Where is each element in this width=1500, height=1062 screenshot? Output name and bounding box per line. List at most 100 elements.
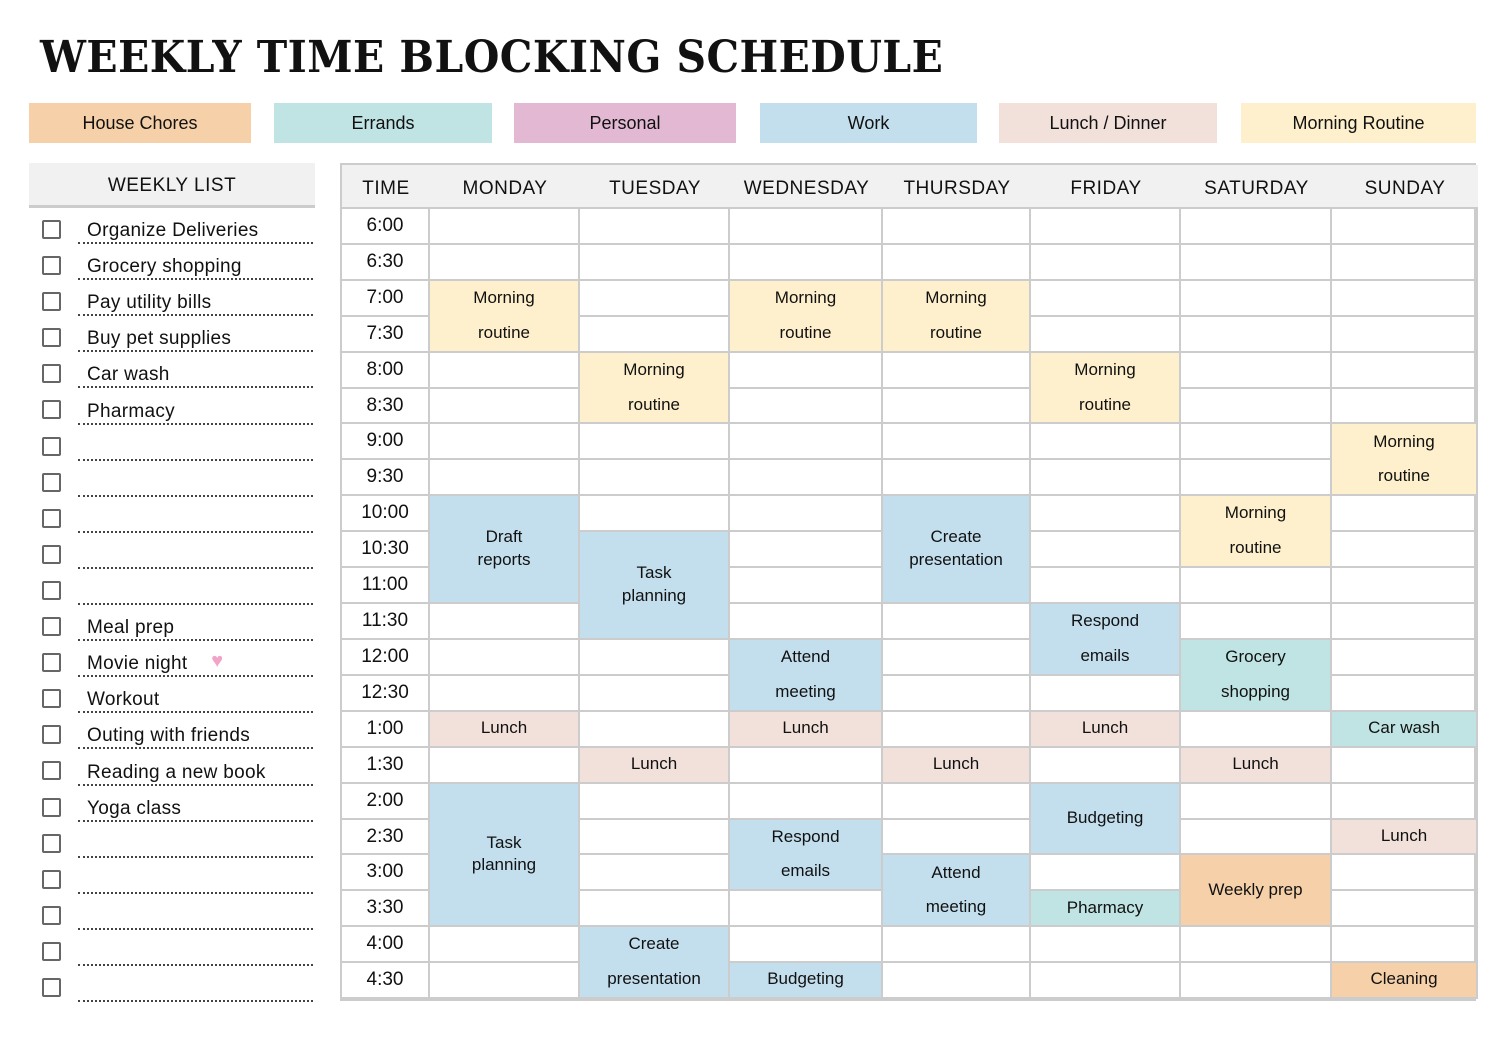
checkbox[interactable]	[42, 472, 61, 492]
schedule-cell[interactable]	[1181, 604, 1332, 640]
schedule-cell[interactable]	[1181, 568, 1332, 605]
schedule-cell[interactable]	[430, 352, 580, 389]
checkbox[interactable]	[42, 220, 61, 239]
schedule-cell[interactable]	[580, 891, 730, 928]
schedule-cell[interactable]	[1181, 352, 1332, 389]
schedule-cell[interactable]	[1332, 244, 1478, 281]
schedule-cell[interactable]	[883, 244, 1031, 281]
list-item-text[interactable]: Reading a new book	[87, 761, 266, 783]
schedule-cell[interactable]	[730, 747, 883, 784]
schedule-cell[interactable]	[883, 962, 1031, 999]
schedule-cell[interactable]	[1332, 927, 1478, 963]
schedule-cell[interactable]	[1332, 209, 1478, 245]
event-block[interactable]: Pharmacy	[1031, 891, 1181, 928]
schedule-cell[interactable]	[730, 244, 883, 281]
schedule-cell[interactable]	[883, 604, 1031, 640]
schedule-cell[interactable]	[730, 568, 883, 605]
checkbox[interactable]	[42, 436, 61, 456]
event-block[interactable]: Create presentation	[580, 927, 730, 999]
schedule-cell[interactable]	[883, 352, 1031, 389]
list-item-text[interactable]: Pharmacy	[87, 400, 175, 422]
schedule-cell[interactable]	[580, 639, 730, 676]
schedule-cell[interactable]	[430, 424, 580, 461]
schedule-cell[interactable]	[730, 604, 883, 640]
checkbox[interactable]	[42, 328, 61, 348]
schedule-cell[interactable]	[1332, 532, 1478, 569]
schedule-cell[interactable]	[730, 496, 883, 533]
schedule-cell[interactable]	[883, 819, 1031, 856]
checkbox[interactable]	[42, 905, 61, 925]
schedule-cell[interactable]	[730, 388, 883, 425]
event-block[interactable]: Lunch	[883, 747, 1031, 784]
schedule-cell[interactable]	[730, 460, 883, 497]
schedule-cell[interactable]	[1031, 568, 1181, 605]
checkbox[interactable]	[42, 833, 61, 853]
schedule-cell[interactable]	[883, 460, 1031, 497]
schedule-cell[interactable]	[883, 209, 1031, 245]
schedule-cell[interactable]	[1181, 316, 1332, 353]
schedule-cell[interactable]	[1332, 783, 1478, 820]
schedule-cell[interactable]	[1181, 424, 1332, 461]
checkbox[interactable]	[42, 869, 61, 889]
event-block[interactable]: Draft reports	[430, 496, 580, 605]
event-block[interactable]: Budgeting	[730, 962, 883, 999]
event-block[interactable]: Morning routine	[883, 280, 1031, 353]
event-block[interactable]: Morning routine	[1332, 424, 1478, 497]
schedule-cell[interactable]	[1332, 568, 1478, 605]
schedule-cell[interactable]	[1181, 280, 1332, 317]
event-block[interactable]: Morning routine	[730, 280, 883, 353]
event-block[interactable]: Budgeting	[1031, 783, 1181, 856]
schedule-cell[interactable]	[430, 460, 580, 497]
list-item-text[interactable]: Outing with friends	[87, 725, 251, 747]
schedule-cell[interactable]	[1031, 855, 1181, 892]
schedule-cell[interactable]	[1031, 280, 1181, 317]
schedule-cell[interactable]	[1181, 927, 1332, 963]
schedule-cell[interactable]	[730, 927, 883, 963]
schedule-cell[interactable]	[1332, 496, 1478, 533]
checkbox[interactable]	[42, 725, 61, 745]
schedule-cell[interactable]	[580, 280, 730, 317]
checkbox[interactable]	[42, 617, 61, 637]
schedule-cell[interactable]	[580, 424, 730, 461]
list-item-text[interactable]: Workout	[87, 689, 160, 711]
schedule-cell[interactable]	[1181, 783, 1332, 820]
schedule-cell[interactable]	[430, 604, 580, 640]
schedule-cell[interactable]	[1031, 460, 1181, 497]
schedule-cell[interactable]	[1181, 711, 1332, 748]
event-block[interactable]: Morning routine	[1031, 352, 1181, 425]
schedule-cell[interactable]	[430, 962, 580, 999]
checkbox[interactable]	[42, 544, 61, 564]
schedule-cell[interactable]	[1332, 639, 1478, 676]
event-block[interactable]: Car wash	[1332, 711, 1478, 748]
schedule-cell[interactable]	[730, 424, 883, 461]
schedule-cell[interactable]	[1332, 352, 1478, 389]
schedule-cell[interactable]	[430, 209, 580, 245]
event-block[interactable]: Morning routine	[430, 280, 580, 353]
checkbox[interactable]	[42, 508, 61, 528]
checkbox[interactable]	[42, 256, 61, 276]
schedule-cell[interactable]	[1031, 316, 1181, 353]
schedule-cell[interactable]	[730, 783, 883, 820]
schedule-cell[interactable]	[883, 711, 1031, 748]
event-block[interactable]: Cleaning	[1332, 962, 1478, 999]
checkbox[interactable]	[42, 653, 61, 673]
list-item-text[interactable]: Grocery shopping	[87, 256, 242, 278]
schedule-cell[interactable]	[580, 316, 730, 353]
schedule-cell[interactable]	[1332, 891, 1478, 928]
schedule-cell[interactable]	[580, 711, 730, 748]
list-item-text[interactable]: Pay utility bills	[87, 292, 212, 314]
list-item-text[interactable]: Movie night	[87, 653, 188, 675]
schedule-cell[interactable]	[1031, 747, 1181, 784]
event-block[interactable]: Task planning	[580, 532, 730, 640]
schedule-cell[interactable]	[1181, 388, 1332, 425]
schedule-cell[interactable]	[1031, 532, 1181, 569]
event-block[interactable]: Lunch	[580, 747, 730, 784]
event-block[interactable]: Lunch	[430, 711, 580, 748]
schedule-cell[interactable]	[580, 855, 730, 892]
schedule-cell[interactable]	[730, 352, 883, 389]
event-block[interactable]: Lunch	[1181, 747, 1332, 784]
checkbox[interactable]	[42, 689, 61, 709]
schedule-cell[interactable]	[883, 388, 1031, 425]
schedule-cell[interactable]	[1181, 460, 1332, 497]
schedule-cell[interactable]	[580, 496, 730, 533]
